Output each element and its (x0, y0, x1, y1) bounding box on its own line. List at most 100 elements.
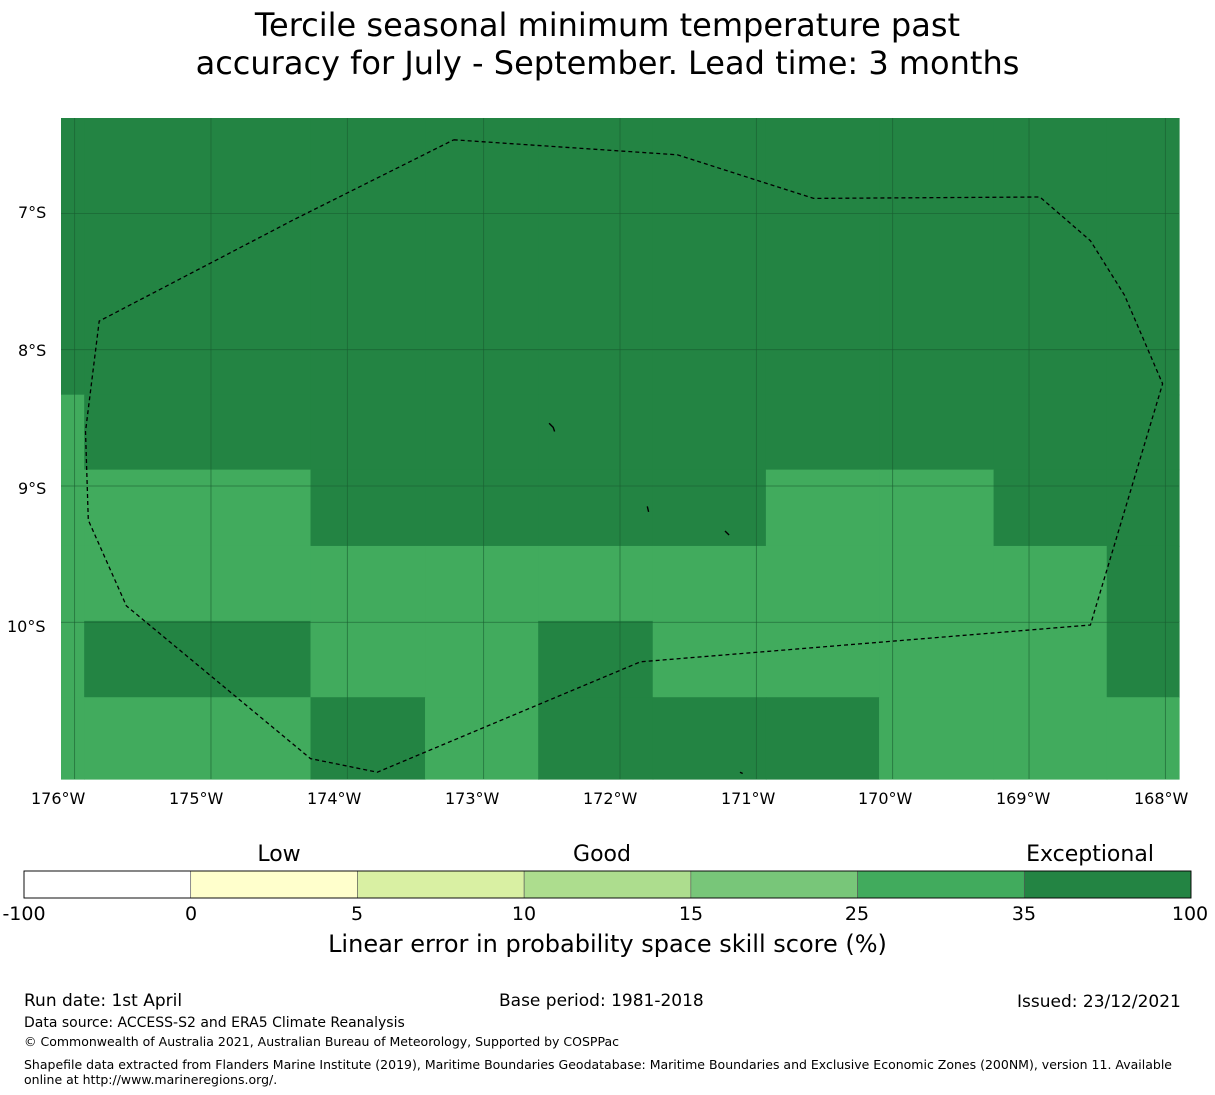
skill-cell (425, 469, 539, 547)
skill-cell (61, 469, 85, 547)
base-period: Base period: 1981-2018 (499, 991, 704, 1011)
skill-cell (879, 697, 995, 780)
skill-cell (310, 620, 426, 698)
skill-cell (61, 620, 85, 698)
colorbar-tick: 5 (350, 903, 364, 925)
lon-label-171w: 171°W (721, 789, 776, 808)
skill-cell (61, 118, 85, 396)
skill-cell (538, 118, 654, 396)
colorbar (23, 870, 1192, 899)
skill-cell (879, 545, 995, 622)
skill-cell (993, 620, 1108, 698)
lon-label-169w: 169°W (996, 789, 1051, 808)
lon-label-174w: 174°W (307, 789, 362, 808)
island-outline (724, 530, 730, 536)
lon-label-172w: 172°W (583, 789, 638, 808)
skill-cell (425, 620, 539, 698)
skill-cell (61, 394, 85, 471)
skill-cell (425, 394, 539, 471)
colorbar-category-good: Good (573, 842, 631, 867)
skill-cell (1106, 620, 1180, 698)
copyright: © Commonwealth of Australia 2021, Austra… (24, 1034, 619, 1049)
skill-cell (84, 620, 312, 698)
skill-cell (310, 469, 426, 547)
skill-grid (61, 118, 1180, 780)
skill-cell (652, 545, 767, 622)
skill-cell (879, 469, 995, 547)
skill-cell (310, 118, 426, 396)
shapefile-credit: Shapefile data extracted from Flanders M… (24, 1057, 1172, 1087)
skill-cell (652, 469, 767, 547)
lon-label-170w: 170°W (858, 789, 913, 808)
skill-cell (84, 469, 312, 547)
skill-cell (879, 118, 995, 396)
colorbar-category-low: Low (257, 842, 301, 867)
colorbar-swatch (1023, 870, 1192, 899)
colorbar-tick: 35 (1011, 903, 1037, 925)
colorbar-swatch (357, 870, 525, 899)
skill-cell (425, 697, 539, 780)
lat-label-7s: 7°S (18, 203, 47, 222)
skill-cell (652, 697, 767, 780)
skill-cell (765, 620, 880, 698)
data-source: Data source: ACCESS-S2 and ERA5 Climate … (24, 1015, 405, 1031)
skill-cell (538, 697, 654, 780)
skill-cell (765, 394, 880, 471)
skill-cell (879, 394, 995, 471)
skill-cell (538, 620, 654, 698)
skill-cell (310, 394, 426, 471)
issued-date: Issued: 23/12/2021 (1017, 992, 1181, 1012)
skill-cell (993, 118, 1108, 396)
skill-cell (538, 394, 654, 471)
skill-cell (993, 394, 1108, 471)
skill-cell (765, 545, 880, 622)
skill-cell (84, 697, 312, 780)
lon-label-175w: 175°W (169, 789, 224, 808)
colorbar-tick: 25 (844, 903, 870, 925)
colorbar-swatch (690, 870, 858, 899)
map-title-line-2: accuracy for July - September. Lead time… (195, 44, 1020, 82)
skill-cell (993, 469, 1108, 547)
lon-label-168w: 168°W (1134, 789, 1189, 808)
skill-cell (425, 545, 539, 622)
colorbar-outline (23, 870, 1192, 899)
skill-cell (765, 118, 880, 396)
map-title-line-1: Tercile seasonal minimum temperature pas… (254, 6, 961, 44)
skill-cell (652, 394, 767, 471)
eez-boundary-layer (84, 139, 1164, 775)
lat-label-9s: 9°S (18, 479, 47, 498)
run-date: Run date: 1st April (24, 991, 183, 1011)
lon-label-173w: 173°W (445, 789, 500, 808)
skill-cell (993, 545, 1108, 622)
skill-cell (425, 118, 539, 396)
colorbar-title: Linear error in probability space skill … (328, 930, 887, 958)
colorbar-swatch (190, 870, 358, 899)
skill-cell (765, 697, 880, 780)
map-title: Tercile seasonal minimum temperature pas… (0, 6, 1215, 82)
skill-cell (310, 545, 426, 622)
skill-cell (61, 697, 85, 780)
colorbar-tick: 10 (511, 903, 537, 925)
island-outline (646, 506, 650, 513)
graticule (61, 118, 1179, 779)
colorbar-category-exceptional: Exceptional (1026, 842, 1154, 867)
colorbar-swatch (857, 870, 1025, 899)
colorbar-tick: 0 (184, 903, 198, 925)
skill-cell (1106, 118, 1180, 396)
skill-cell (1106, 545, 1180, 622)
skill-cell (84, 118, 312, 396)
skill-cell (1106, 469, 1180, 547)
skill-cell (61, 545, 85, 622)
colorbar-swatch (523, 870, 692, 899)
skill-cell (652, 118, 767, 396)
skill-cell (1106, 394, 1180, 471)
skill-cell (538, 545, 654, 622)
lat-label-8s: 8°S (18, 341, 47, 360)
skill-cell (765, 469, 880, 547)
skill-cell (1106, 697, 1180, 780)
island-outline (739, 771, 744, 775)
colorbar-tick: 100 (1171, 903, 1209, 925)
island-outline (548, 422, 556, 432)
colorbar-tick: -100 (2, 903, 46, 925)
skill-cell (310, 697, 426, 780)
